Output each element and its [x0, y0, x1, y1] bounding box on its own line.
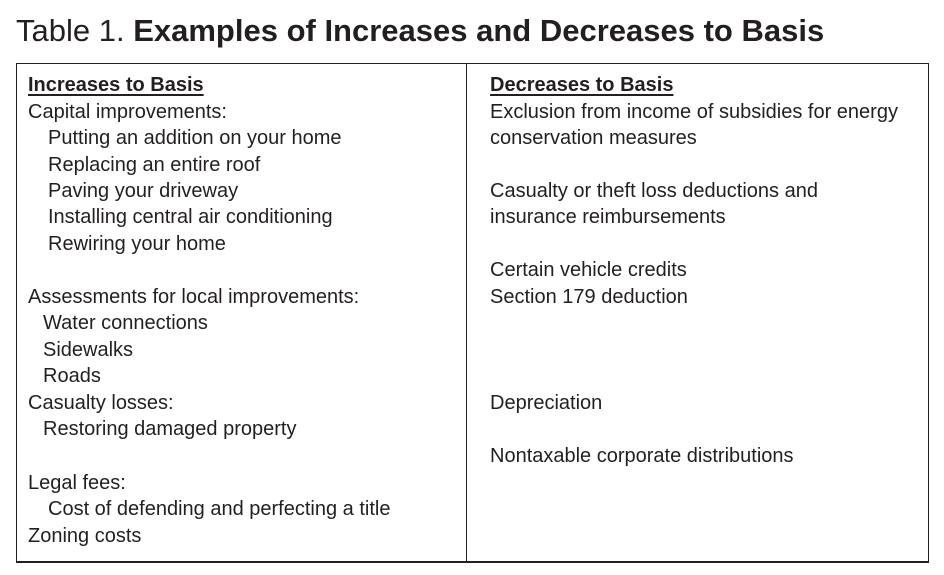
air-conditioning-item: Installing central air conditioning	[48, 206, 333, 228]
roads-item: Roads	[43, 365, 101, 387]
casualty-deductions-line1: Casualty or theft loss deductions and	[490, 180, 818, 202]
roof-item: Replacing an entire roof	[48, 154, 261, 176]
capital-improvements-label: Capital improvements:	[28, 101, 227, 123]
rewiring-item: Rewiring your home	[48, 233, 226, 255]
exclusion-item-line1: Exclusion from income of subsidies for e…	[490, 101, 898, 123]
column-divider	[466, 64, 467, 561]
casualty-losses-label: Casualty losses:	[28, 392, 174, 414]
driveway-item: Paving your driveway	[48, 180, 239, 202]
table-number: Table 1.	[16, 13, 125, 48]
nontaxable-distributions-item: Nontaxable corporate distributions	[490, 445, 794, 467]
casualty-deductions-line2: insurance reimbursements	[490, 206, 726, 228]
table-title: Table 1. Examples of Increases and Decre…	[16, 12, 824, 50]
sidewalks-item: Sidewalks	[43, 339, 134, 361]
legal-fees-label: Legal fees:	[28, 472, 126, 494]
assessments-label: Assessments for local improvements:	[28, 286, 360, 308]
addition-item: Putting an addition on your home	[48, 127, 342, 149]
increases-header: Increases to Basis	[28, 74, 204, 96]
decreases-header: Decreases to Basis	[490, 74, 674, 96]
table-heading: Examples of Increases and Decreases to B…	[133, 13, 825, 48]
basis-table: Increases to Basis Capital improvements:…	[16, 63, 929, 563]
vehicle-credits-item: Certain vehicle credits	[490, 259, 687, 281]
title-cost-item: Cost of defending and perfecting a title	[48, 498, 391, 520]
depreciation-item: Depreciation	[490, 392, 603, 414]
section-179-item: Section 179 deduction	[490, 286, 688, 308]
restoring-property-item: Restoring damaged property	[43, 418, 297, 440]
zoning-costs-item: Zoning costs	[28, 525, 142, 547]
exclusion-item-line2: conservation measures	[490, 127, 697, 149]
water-connections-item: Water connections	[43, 312, 208, 334]
